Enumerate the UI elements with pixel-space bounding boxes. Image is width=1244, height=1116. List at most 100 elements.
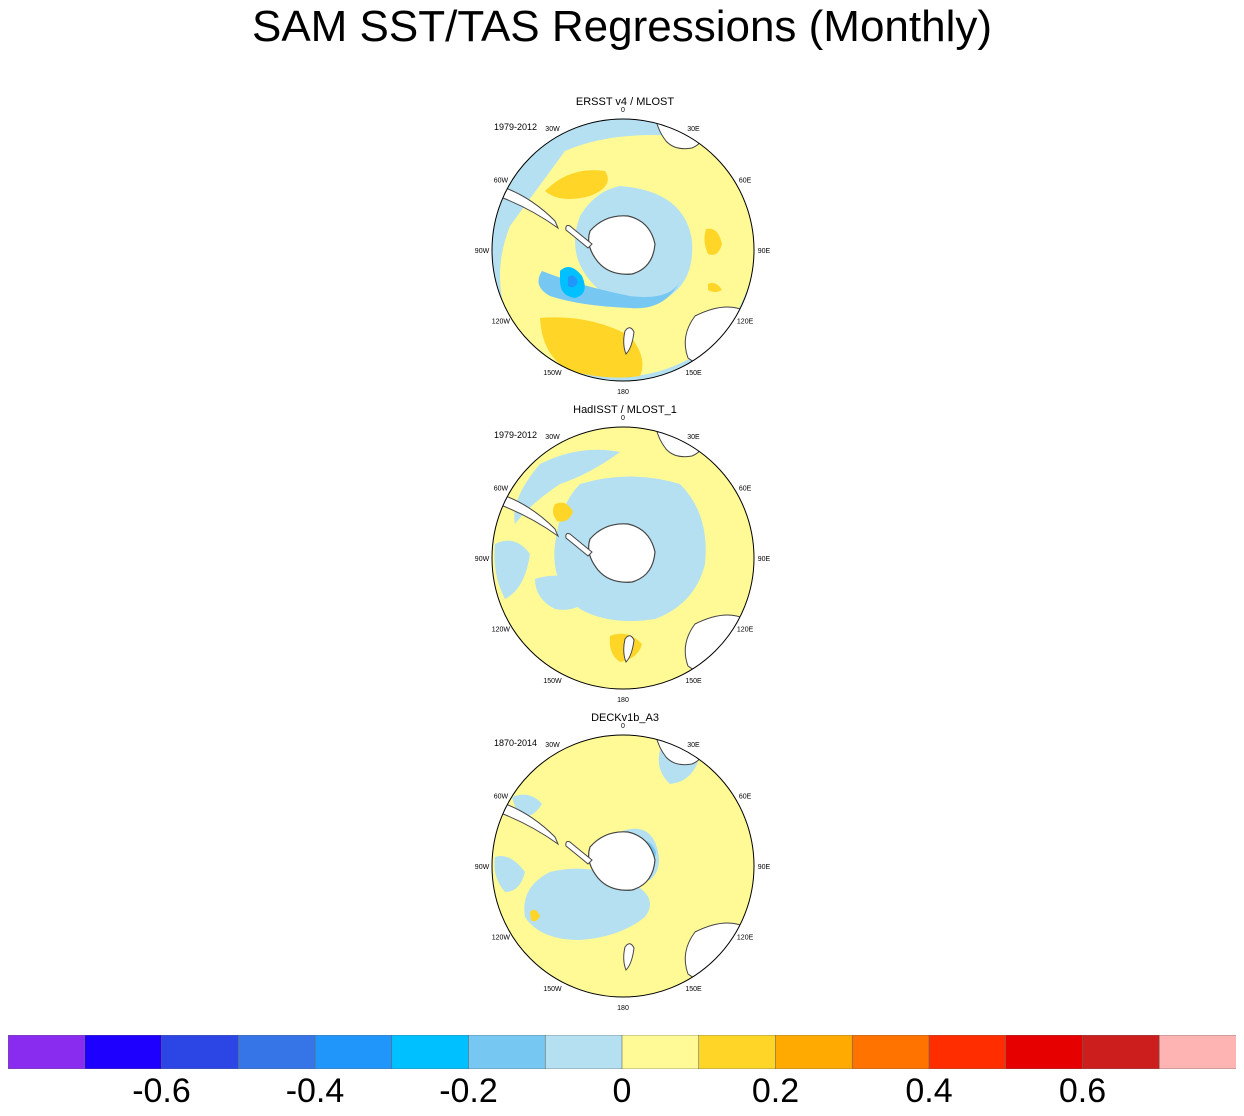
polar-map: 0 30E 60E 90E 120E 150E 180 150W 120W 90W 60W 30W: [475, 723, 771, 1012]
longitude-label: 90E: [758, 864, 771, 871]
colorbar-swatch: [314, 1035, 393, 1069]
map-field: [492, 119, 754, 381]
regression-contour: [708, 282, 722, 292]
longitude-label: 150E: [685, 370, 702, 377]
longitude-label: 30W: [545, 742, 560, 749]
regression-contour: [494, 540, 530, 599]
colorbar-swatch: [161, 1035, 240, 1069]
antarctic-peninsula: [565, 225, 593, 249]
longitude-label: 120W: [492, 319, 511, 326]
longitude-label: 0: [621, 723, 625, 730]
longitude-label: 30E: [687, 434, 700, 441]
longitude-label: 90W: [475, 556, 490, 563]
longitude-label: 60E: [739, 794, 752, 801]
colorbar-swatch: [544, 1035, 623, 1069]
map-panel-hadisst: HadISST / MLOST_1 1979-2012 0 30E 60E 90E 12…: [470, 404, 780, 704]
colorbar-swatch: [8, 1035, 86, 1069]
colorbar-swatch: [698, 1035, 777, 1069]
chart-title: SAM SST/TAS Regressions (Monthly): [251, 2, 993, 51]
longitude-label: 150W: [543, 678, 562, 685]
new-zealand: [623, 943, 635, 971]
regression-contour: [494, 856, 525, 892]
map-panel-ersst: ERSST v4 / MLOST 1979-2012 0 30E 60E 90E 120…: [470, 96, 780, 396]
longitude-label: 60E: [739, 178, 752, 185]
south-america: [497, 493, 560, 538]
antarctica: [588, 831, 656, 891]
longitude-label: 120E: [737, 935, 754, 942]
longitude-label: 60W: [494, 178, 509, 185]
longitude-label: 30E: [687, 126, 700, 133]
colorbar-swatch: [1158, 1035, 1236, 1069]
longitude-label: 0: [621, 415, 625, 422]
panel-title: DECKv1b_A3: [591, 712, 659, 724]
colorbar-swatch: [1082, 1035, 1161, 1069]
south-america: [497, 185, 560, 230]
colorbar-tick-label: 0.6: [1058, 1072, 1107, 1110]
south-america: [497, 801, 560, 846]
longitude-label: 60E: [739, 486, 752, 493]
colorbar-swatch: [84, 1035, 163, 1069]
map-panel-deck: DECKv1b_A3 1870-2014 0 30E 60E 90E 120E 150E 1…: [470, 712, 780, 1012]
regression-contour: [545, 170, 608, 200]
regression-contour: [530, 909, 540, 922]
longitude-label: 30E: [687, 742, 700, 749]
longitude-label: 90W: [475, 248, 490, 255]
colorbar-tick-label: -0.4: [285, 1072, 345, 1110]
polar-map: 0 30E 60E 90E 120E 150E 180 150W 120W 90W 60W 30W: [475, 107, 771, 396]
regression-contour: [514, 449, 620, 524]
regression-contour: [540, 317, 643, 378]
colorbar-tick-label: 0.4: [905, 1072, 953, 1110]
new-zealand: [623, 635, 635, 663]
panel-title: ERSST v4 / MLOST: [575, 96, 675, 108]
longitude-label: 90W: [475, 864, 490, 871]
colorbar-swatch: [928, 1035, 1007, 1069]
map-boundary: [491, 734, 755, 998]
map-boundary: [491, 426, 755, 690]
longitude-label: 150E: [685, 986, 702, 993]
longitude-label: 90E: [758, 556, 771, 563]
regression-contour: [538, 271, 680, 309]
longitude-label: 150E: [685, 678, 702, 685]
longitude-label: 90E: [758, 248, 771, 255]
colorbar-tick-label: -0.2: [439, 1072, 498, 1110]
regression-contour: [704, 228, 722, 255]
longitude-label: 0: [621, 107, 625, 114]
colorbar-tick-label: 0: [612, 1072, 632, 1110]
colorbar-tick-label: -0.6: [132, 1072, 191, 1110]
map-boundary: [491, 118, 755, 382]
longitude-label: 30W: [545, 434, 560, 441]
colorbar-swatch: [851, 1035, 930, 1069]
colorbar-swatch: [391, 1035, 470, 1069]
colorbar-tick-label: 0.2: [751, 1072, 800, 1110]
map-field: [492, 427, 754, 689]
antarctica: [588, 215, 656, 275]
longitude-label: 30W: [545, 126, 560, 133]
panel-title: HadISST / MLOST_1: [573, 404, 677, 416]
longitude-label: 60W: [494, 794, 509, 801]
antarctica: [588, 523, 656, 583]
longitude-label: 180: [617, 697, 629, 704]
colorbar-swatch: [1005, 1035, 1084, 1069]
colorbar-swatch: [775, 1035, 854, 1069]
longitude-label: 120W: [492, 627, 511, 634]
regression-contour: [568, 275, 578, 288]
longitude-label: 150W: [543, 370, 562, 377]
longitude-label: 120W: [492, 935, 511, 942]
colorbar-swatch: [237, 1035, 316, 1069]
colorbar-swatch: [621, 1035, 700, 1069]
colorbar: [8, 1035, 1236, 1069]
panel-period: 1870-2014: [494, 738, 538, 748]
regression-contour: [535, 575, 600, 610]
longitude-label: 60W: [494, 486, 509, 493]
regression-contour: [552, 502, 573, 522]
colorbar-swatch: [468, 1035, 547, 1069]
antarctic-peninsula: [565, 841, 593, 865]
polar-map: 0 30E 60E 90E 120E 150E 180 150W 120W 90W 60W 30W: [475, 415, 771, 704]
longitude-label: 180: [617, 389, 629, 396]
longitude-label: 150W: [543, 986, 562, 993]
longitude-label: 120E: [737, 627, 754, 634]
panel-period: 1979-2012: [494, 430, 538, 440]
map-field: [492, 735, 754, 997]
new-zealand: [623, 327, 635, 355]
antarctic-peninsula: [565, 533, 593, 557]
